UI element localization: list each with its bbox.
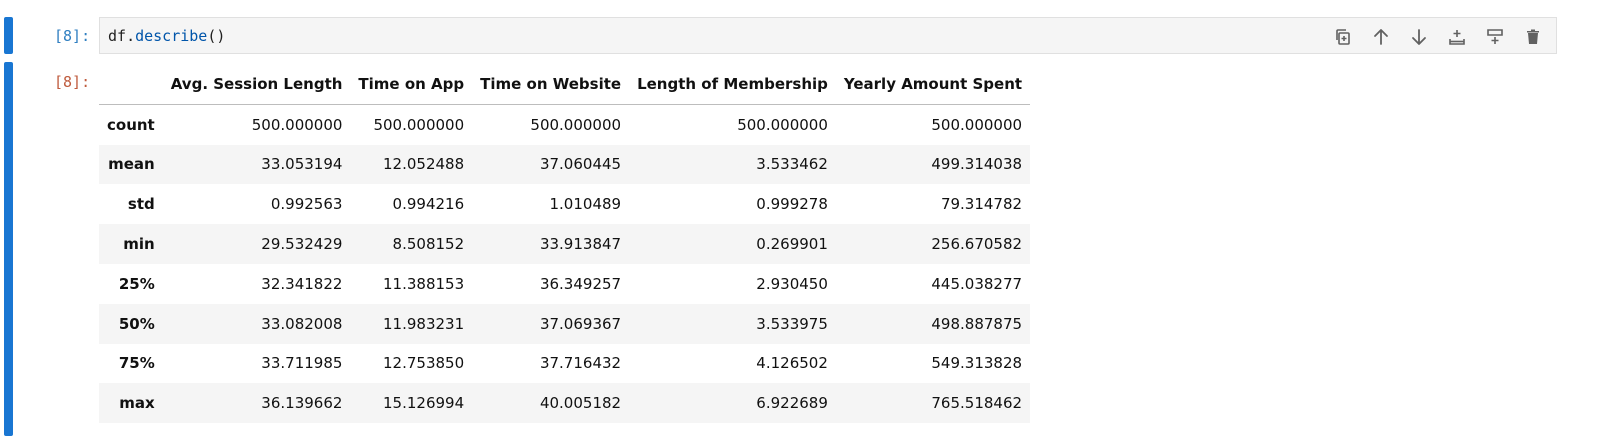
table-cell: 40.005182	[539, 394, 622, 413]
table-cell: 0.994216	[392, 195, 465, 214]
table-cell: 500.000000	[251, 115, 343, 134]
table-cell: 33.053194	[261, 155, 343, 174]
table-row: 50% 33.082008 11.983231 37.069367 3.533975 49…	[99, 303, 1031, 344]
table-cell: 765.518462	[931, 394, 1023, 413]
code-editor[interactable]: df.describe()	[99, 17, 1557, 54]
insert-below-icon	[1449, 30, 1465, 45]
table-row: 75% 33.711985 12.753850 37.716432 4.126502 54…	[99, 344, 1030, 384]
delete-cell-button[interactable]	[1522, 26, 1544, 48]
move-up-icon	[1374, 29, 1388, 45]
table-row: mean 33.053194 12.052488 37.060445 3.533462 4…	[99, 144, 1031, 185]
table-cell: 2.930450	[756, 274, 828, 293]
table-cell: 29.532429	[261, 235, 343, 254]
table-cell: 4.126502	[756, 354, 828, 373]
describe-table: Avg. Session Length Time on App Time on We…	[99, 64, 1031, 424]
cell-toolbar	[1332, 26, 1544, 48]
table-cell: 0.992563	[270, 195, 343, 214]
table-cell: 32.341822	[261, 274, 343, 293]
table-cell: 8.508152	[392, 235, 465, 254]
table-cell: 12.753850	[383, 354, 465, 373]
table-body: count 500.000000 500.000000 500.000000 500.0…	[99, 104, 1031, 424]
cell-output: Avg. Session Length Time on App Time on We…	[99, 64, 1031, 424]
table-cell: 36.349257	[539, 274, 622, 293]
column-header: Time on App	[350, 64, 473, 105]
move-up-button[interactable]	[1370, 26, 1392, 48]
table-cell: 33.913847	[539, 235, 622, 254]
table-cell: 11.983231	[383, 314, 465, 333]
table-cell: 500.000000	[373, 115, 465, 134]
table-cell: 500.000000	[931, 115, 1023, 134]
table-cell: 36.139662	[261, 394, 343, 413]
row-label: 25%	[118, 274, 155, 293]
code-method: describe	[135, 27, 208, 45]
table-row: min 29.532429 8.508152 33.913847 0.269901 256…	[99, 224, 1031, 264]
table-cell: 499.314038	[931, 155, 1023, 174]
insert-above-button[interactable]	[1484, 26, 1506, 48]
duplicate-cell-button[interactable]	[1332, 26, 1354, 48]
input-prompt: [8]:	[54, 27, 91, 45]
table-row: max 36.139662 15.126994 40.005182 6.922689 76…	[99, 383, 1031, 424]
row-label: min	[123, 235, 155, 254]
insert-below-button[interactable]	[1446, 26, 1468, 48]
table-cell: 37.069367	[539, 314, 622, 333]
row-label: 50%	[118, 314, 155, 333]
table-cell: 3.533975	[756, 314, 828, 333]
table-cell: 15.126994	[383, 394, 465, 413]
table-cell: 1.010489	[549, 195, 622, 214]
table-cell: 0.269901	[756, 235, 828, 254]
table-cell: 3.533462	[756, 155, 828, 174]
table-cell: 256.670582	[931, 235, 1023, 254]
row-label: max	[119, 394, 155, 413]
table-cell: 37.716432	[539, 354, 622, 373]
output-prompt: [8]:	[54, 73, 91, 91]
code-line[interactable]: df.describe()	[108, 26, 225, 46]
table-cell: 37.060445	[539, 155, 622, 174]
table-cell: 6.922689	[756, 394, 828, 413]
index-header	[99, 64, 163, 105]
table-cell: 498.887875	[931, 314, 1023, 333]
table-cell: 33.711985	[261, 354, 343, 373]
table-row: std 0.992563 0.994216 1.010489 0.999278 79.31…	[99, 184, 1030, 224]
table-cell: 11.388153	[383, 274, 465, 293]
column-header: Time on Website	[472, 64, 630, 105]
table-cell: 79.314782	[940, 195, 1023, 214]
table-cell: 500.000000	[737, 115, 828, 134]
row-label: 75%	[118, 354, 155, 373]
table-row: 25% 32.341822 11.388153 36.349257 2.930450 44…	[99, 264, 1030, 304]
table-row: count 500.000000 500.000000 500.000000 500.0…	[99, 104, 1030, 144]
code-object: df	[108, 27, 127, 45]
cell-collapser-input[interactable]	[4, 17, 13, 54]
cell-collapser-output[interactable]	[4, 62, 13, 436]
table-cell: 445.038277	[931, 274, 1023, 293]
move-down-icon	[1412, 29, 1426, 45]
column-header: Length of Membership	[629, 64, 836, 105]
table-cell: 0.999278	[756, 195, 828, 214]
table-cell: 33.082008	[261, 314, 343, 333]
column-header: Avg. Session Length	[162, 64, 351, 105]
duplicate-cell-icon	[1336, 29, 1350, 45]
column-header: Yearly Amount Spent	[835, 64, 1031, 105]
table-cell: 12.052488	[383, 155, 465, 174]
row-label: mean	[108, 155, 155, 174]
row-label: std	[127, 195, 155, 214]
row-label: count	[107, 115, 155, 134]
delete-icon	[1527, 29, 1539, 44]
move-down-button[interactable]	[1408, 26, 1430, 48]
insert-above-icon	[1487, 29, 1503, 44]
table-header-row: Avg. Session Length Time on App Time on We…	[99, 64, 1031, 105]
table-cell: 549.313828	[931, 354, 1023, 373]
code-dot: .	[126, 27, 136, 45]
code-call: ()	[207, 27, 226, 45]
table-cell: 500.000000	[530, 115, 622, 134]
